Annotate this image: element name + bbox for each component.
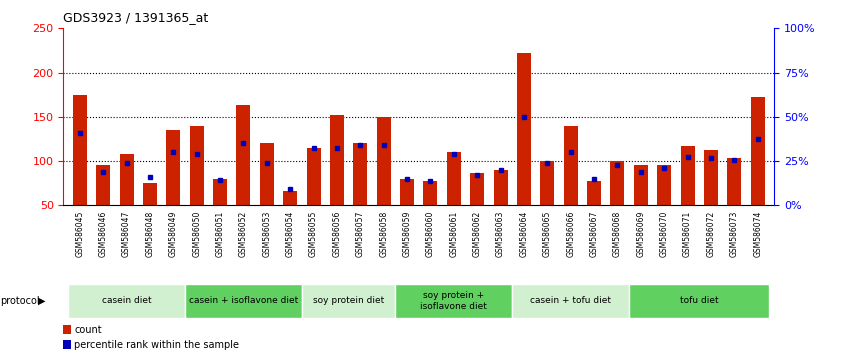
Bar: [395, 284, 513, 318]
Text: soy protein diet: soy protein diet: [313, 296, 384, 306]
Bar: [69, 284, 185, 318]
Bar: [704, 149, 718, 205]
Text: GSM586065: GSM586065: [543, 211, 552, 257]
Text: casein + isoflavone diet: casein + isoflavone diet: [189, 296, 298, 306]
Text: GSM586048: GSM586048: [146, 211, 155, 257]
Bar: [143, 183, 157, 205]
Text: GSM586055: GSM586055: [309, 211, 318, 257]
Bar: [306, 148, 321, 205]
Text: GSM586064: GSM586064: [519, 211, 529, 257]
Bar: [400, 179, 414, 205]
Text: GSM586058: GSM586058: [379, 211, 388, 257]
Text: percentile rank within the sample: percentile rank within the sample: [74, 339, 239, 350]
Bar: [470, 172, 484, 205]
Bar: [728, 159, 741, 205]
Bar: [493, 170, 508, 205]
Text: GSM586057: GSM586057: [356, 211, 365, 257]
Bar: [376, 117, 391, 205]
Bar: [750, 97, 765, 205]
Text: GSM586066: GSM586066: [566, 211, 575, 257]
Bar: [587, 181, 602, 205]
Text: GSM586059: GSM586059: [403, 211, 412, 257]
Bar: [629, 284, 769, 318]
Bar: [236, 105, 250, 205]
Text: GSM586060: GSM586060: [426, 211, 435, 257]
Text: GSM586046: GSM586046: [99, 211, 107, 257]
Text: GSM586074: GSM586074: [753, 211, 762, 257]
Text: protocol: protocol: [0, 296, 40, 306]
Bar: [167, 130, 180, 205]
Text: GSM586068: GSM586068: [613, 211, 622, 257]
Bar: [330, 115, 344, 205]
Bar: [513, 284, 629, 318]
Text: casein + tofu diet: casein + tofu diet: [530, 296, 611, 306]
Text: GSM586047: GSM586047: [122, 211, 131, 257]
Bar: [447, 152, 461, 205]
Text: GSM586056: GSM586056: [332, 211, 342, 257]
Bar: [63, 340, 71, 349]
Text: GSM586053: GSM586053: [262, 211, 272, 257]
Bar: [213, 179, 227, 205]
Bar: [119, 154, 134, 205]
Bar: [424, 181, 437, 205]
Bar: [541, 161, 554, 205]
Text: GSM586067: GSM586067: [590, 211, 599, 257]
Bar: [657, 166, 671, 205]
Bar: [517, 53, 531, 205]
Bar: [96, 166, 110, 205]
Bar: [185, 284, 302, 318]
Text: GSM586054: GSM586054: [286, 211, 294, 257]
Text: GSM586050: GSM586050: [192, 211, 201, 257]
Bar: [283, 191, 297, 205]
Bar: [563, 126, 578, 205]
Bar: [680, 146, 695, 205]
Text: GDS3923 / 1391365_at: GDS3923 / 1391365_at: [63, 11, 209, 24]
Text: GSM586069: GSM586069: [636, 211, 645, 257]
Text: GSM586071: GSM586071: [683, 211, 692, 257]
Text: GSM586062: GSM586062: [473, 211, 481, 257]
Text: GSM586063: GSM586063: [496, 211, 505, 257]
Bar: [190, 126, 204, 205]
Text: tofu diet: tofu diet: [680, 296, 718, 306]
Bar: [634, 166, 648, 205]
Bar: [354, 143, 367, 205]
Text: GSM586052: GSM586052: [239, 211, 248, 257]
Text: count: count: [74, 325, 102, 335]
Text: GSM586049: GSM586049: [169, 211, 178, 257]
Bar: [260, 143, 274, 205]
Text: GSM586061: GSM586061: [449, 211, 459, 257]
Text: GSM586045: GSM586045: [75, 211, 85, 257]
Text: GSM586073: GSM586073: [730, 211, 739, 257]
Text: casein diet: casein diet: [102, 296, 151, 306]
Text: soy protein +
isoflavone diet: soy protein + isoflavone diet: [420, 291, 487, 310]
Bar: [73, 95, 87, 205]
Text: ▶: ▶: [38, 296, 46, 306]
Bar: [611, 161, 624, 205]
Bar: [302, 284, 395, 318]
Text: GSM586072: GSM586072: [706, 211, 716, 257]
Bar: [63, 325, 71, 335]
Text: GSM586070: GSM586070: [660, 211, 668, 257]
Text: GSM586051: GSM586051: [216, 211, 224, 257]
